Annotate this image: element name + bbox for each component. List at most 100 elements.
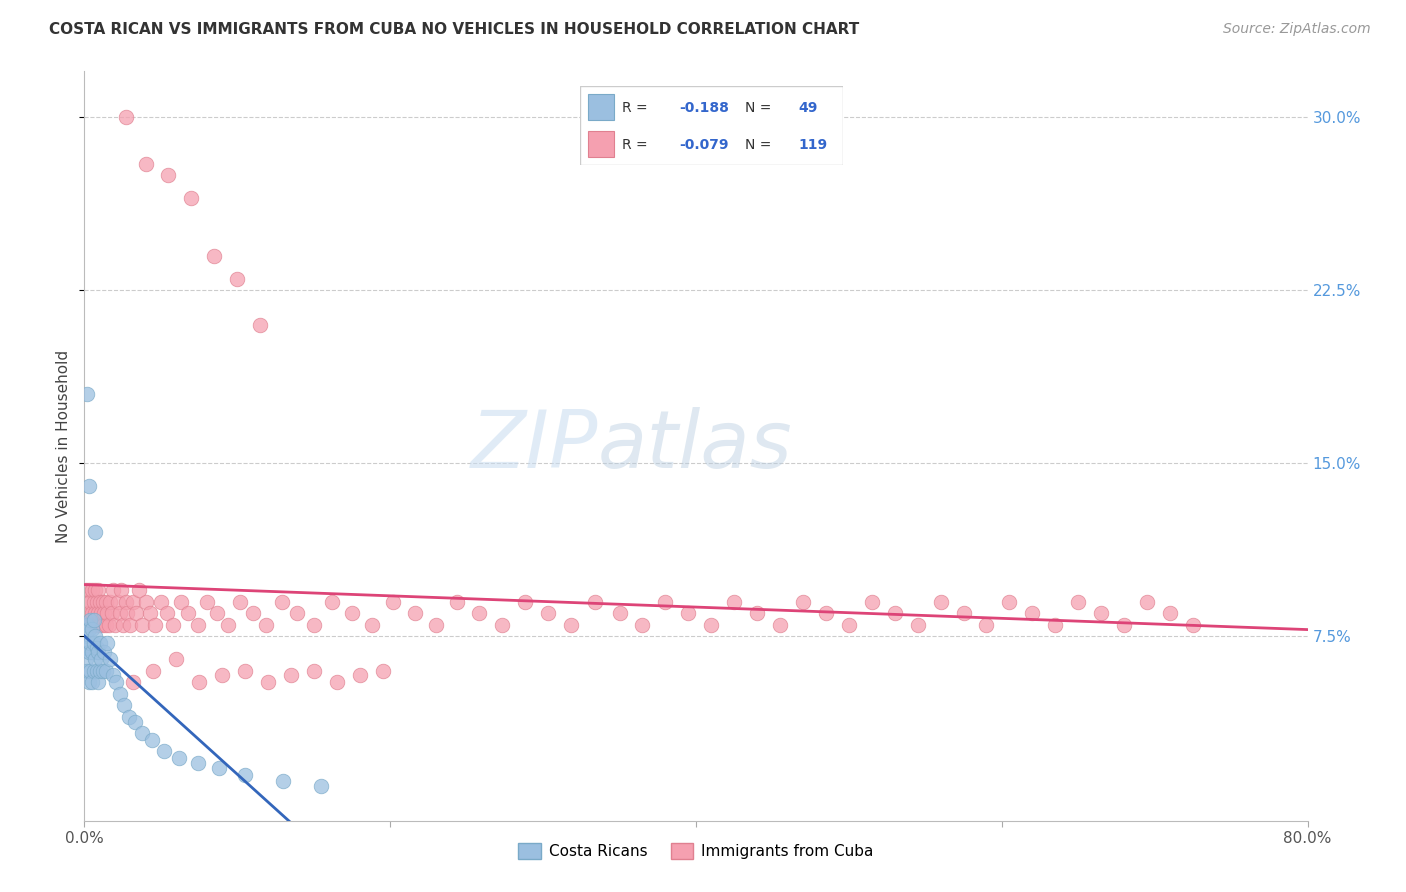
- Point: [91, 594, 114, 608]
- Point: [80, 583, 103, 598]
- Point: [94, 617, 117, 632]
- Point: [226, 272, 249, 286]
- Point: [156, 606, 179, 620]
- Point: [83, 617, 105, 632]
- Point: [91, 664, 114, 678]
- Point: [207, 606, 229, 620]
- Point: [90, 652, 112, 666]
- Point: [208, 761, 231, 775]
- Text: COSTA RICAN VS IMMIGRANTS FROM CUBA NO VEHICLES IN HOUSEHOLD CORRELATION CHART: COSTA RICAN VS IMMIGRANTS FROM CUBA NO V…: [49, 22, 859, 37]
- Point: [94, 594, 117, 608]
- Point: [349, 668, 371, 682]
- Point: [162, 617, 184, 632]
- Point: [79, 664, 101, 678]
- Point: [91, 617, 114, 632]
- Point: [513, 594, 536, 608]
- Point: [792, 594, 814, 608]
- Point: [153, 744, 176, 758]
- Point: [86, 640, 108, 655]
- Point: [135, 594, 157, 608]
- Point: [321, 594, 343, 608]
- Point: [170, 594, 193, 608]
- Point: [125, 606, 148, 620]
- Point: [678, 606, 700, 620]
- Point: [101, 606, 124, 620]
- Point: [89, 664, 111, 678]
- Point: [108, 687, 131, 701]
- Point: [80, 606, 103, 620]
- Point: [131, 726, 153, 740]
- Point: [280, 668, 302, 682]
- Point: [80, 645, 103, 659]
- Point: [233, 664, 256, 678]
- Point: [84, 583, 107, 598]
- Point: [1181, 617, 1204, 632]
- Point: [96, 636, 118, 650]
- Point: [285, 606, 308, 620]
- Point: [96, 606, 118, 620]
- Point: [84, 525, 107, 540]
- Point: [112, 698, 135, 713]
- Point: [1021, 606, 1043, 620]
- Text: atlas: atlas: [598, 407, 793, 485]
- Text: Source: ZipAtlas.com: Source: ZipAtlas.com: [1223, 22, 1371, 37]
- Point: [149, 594, 172, 608]
- Point: [89, 617, 111, 632]
- Point: [139, 606, 162, 620]
- Point: [537, 606, 560, 620]
- Point: [80, 675, 103, 690]
- Point: [723, 594, 745, 608]
- Point: [167, 751, 190, 765]
- Point: [1136, 594, 1159, 608]
- Point: [86, 594, 108, 608]
- Point: [233, 767, 256, 781]
- Point: [77, 622, 100, 636]
- Point: [103, 668, 125, 682]
- Point: [83, 664, 105, 678]
- Point: [128, 583, 150, 598]
- Point: [77, 606, 100, 620]
- Point: [249, 318, 271, 332]
- Point: [491, 617, 513, 632]
- Point: [86, 664, 108, 678]
- Point: [1045, 617, 1067, 632]
- Point: [114, 594, 136, 608]
- Point: [195, 594, 218, 608]
- Point: [118, 710, 141, 724]
- Point: [1159, 606, 1181, 620]
- Point: [103, 583, 125, 598]
- Point: [188, 675, 211, 690]
- Point: [111, 617, 134, 632]
- Point: [883, 606, 905, 620]
- Point: [83, 594, 105, 608]
- Point: [186, 617, 208, 632]
- Point: [404, 606, 426, 620]
- Point: [87, 583, 110, 598]
- Point: [952, 606, 974, 620]
- Point: [141, 733, 163, 747]
- Point: [80, 622, 103, 636]
- Point: [242, 606, 264, 620]
- Point: [124, 714, 146, 729]
- Point: [631, 617, 654, 632]
- Point: [110, 583, 132, 598]
- Point: [76, 664, 98, 678]
- Legend: Costa Ricans, Immigrants from Cuba: Costa Ricans, Immigrants from Cuba: [512, 837, 880, 865]
- Point: [98, 594, 121, 608]
- Point: [311, 779, 333, 793]
- Point: [79, 617, 101, 632]
- Point: [838, 617, 860, 632]
- Point: [1090, 606, 1112, 620]
- Point: [86, 617, 108, 632]
- Point: [976, 617, 998, 632]
- Point: [75, 583, 97, 598]
- Point: [360, 617, 382, 632]
- Point: [75, 629, 97, 643]
- Point: [114, 111, 136, 125]
- Point: [77, 479, 100, 493]
- Point: [120, 617, 142, 632]
- Point: [135, 156, 157, 170]
- Point: [89, 594, 111, 608]
- Point: [84, 652, 107, 666]
- Point: [907, 617, 929, 632]
